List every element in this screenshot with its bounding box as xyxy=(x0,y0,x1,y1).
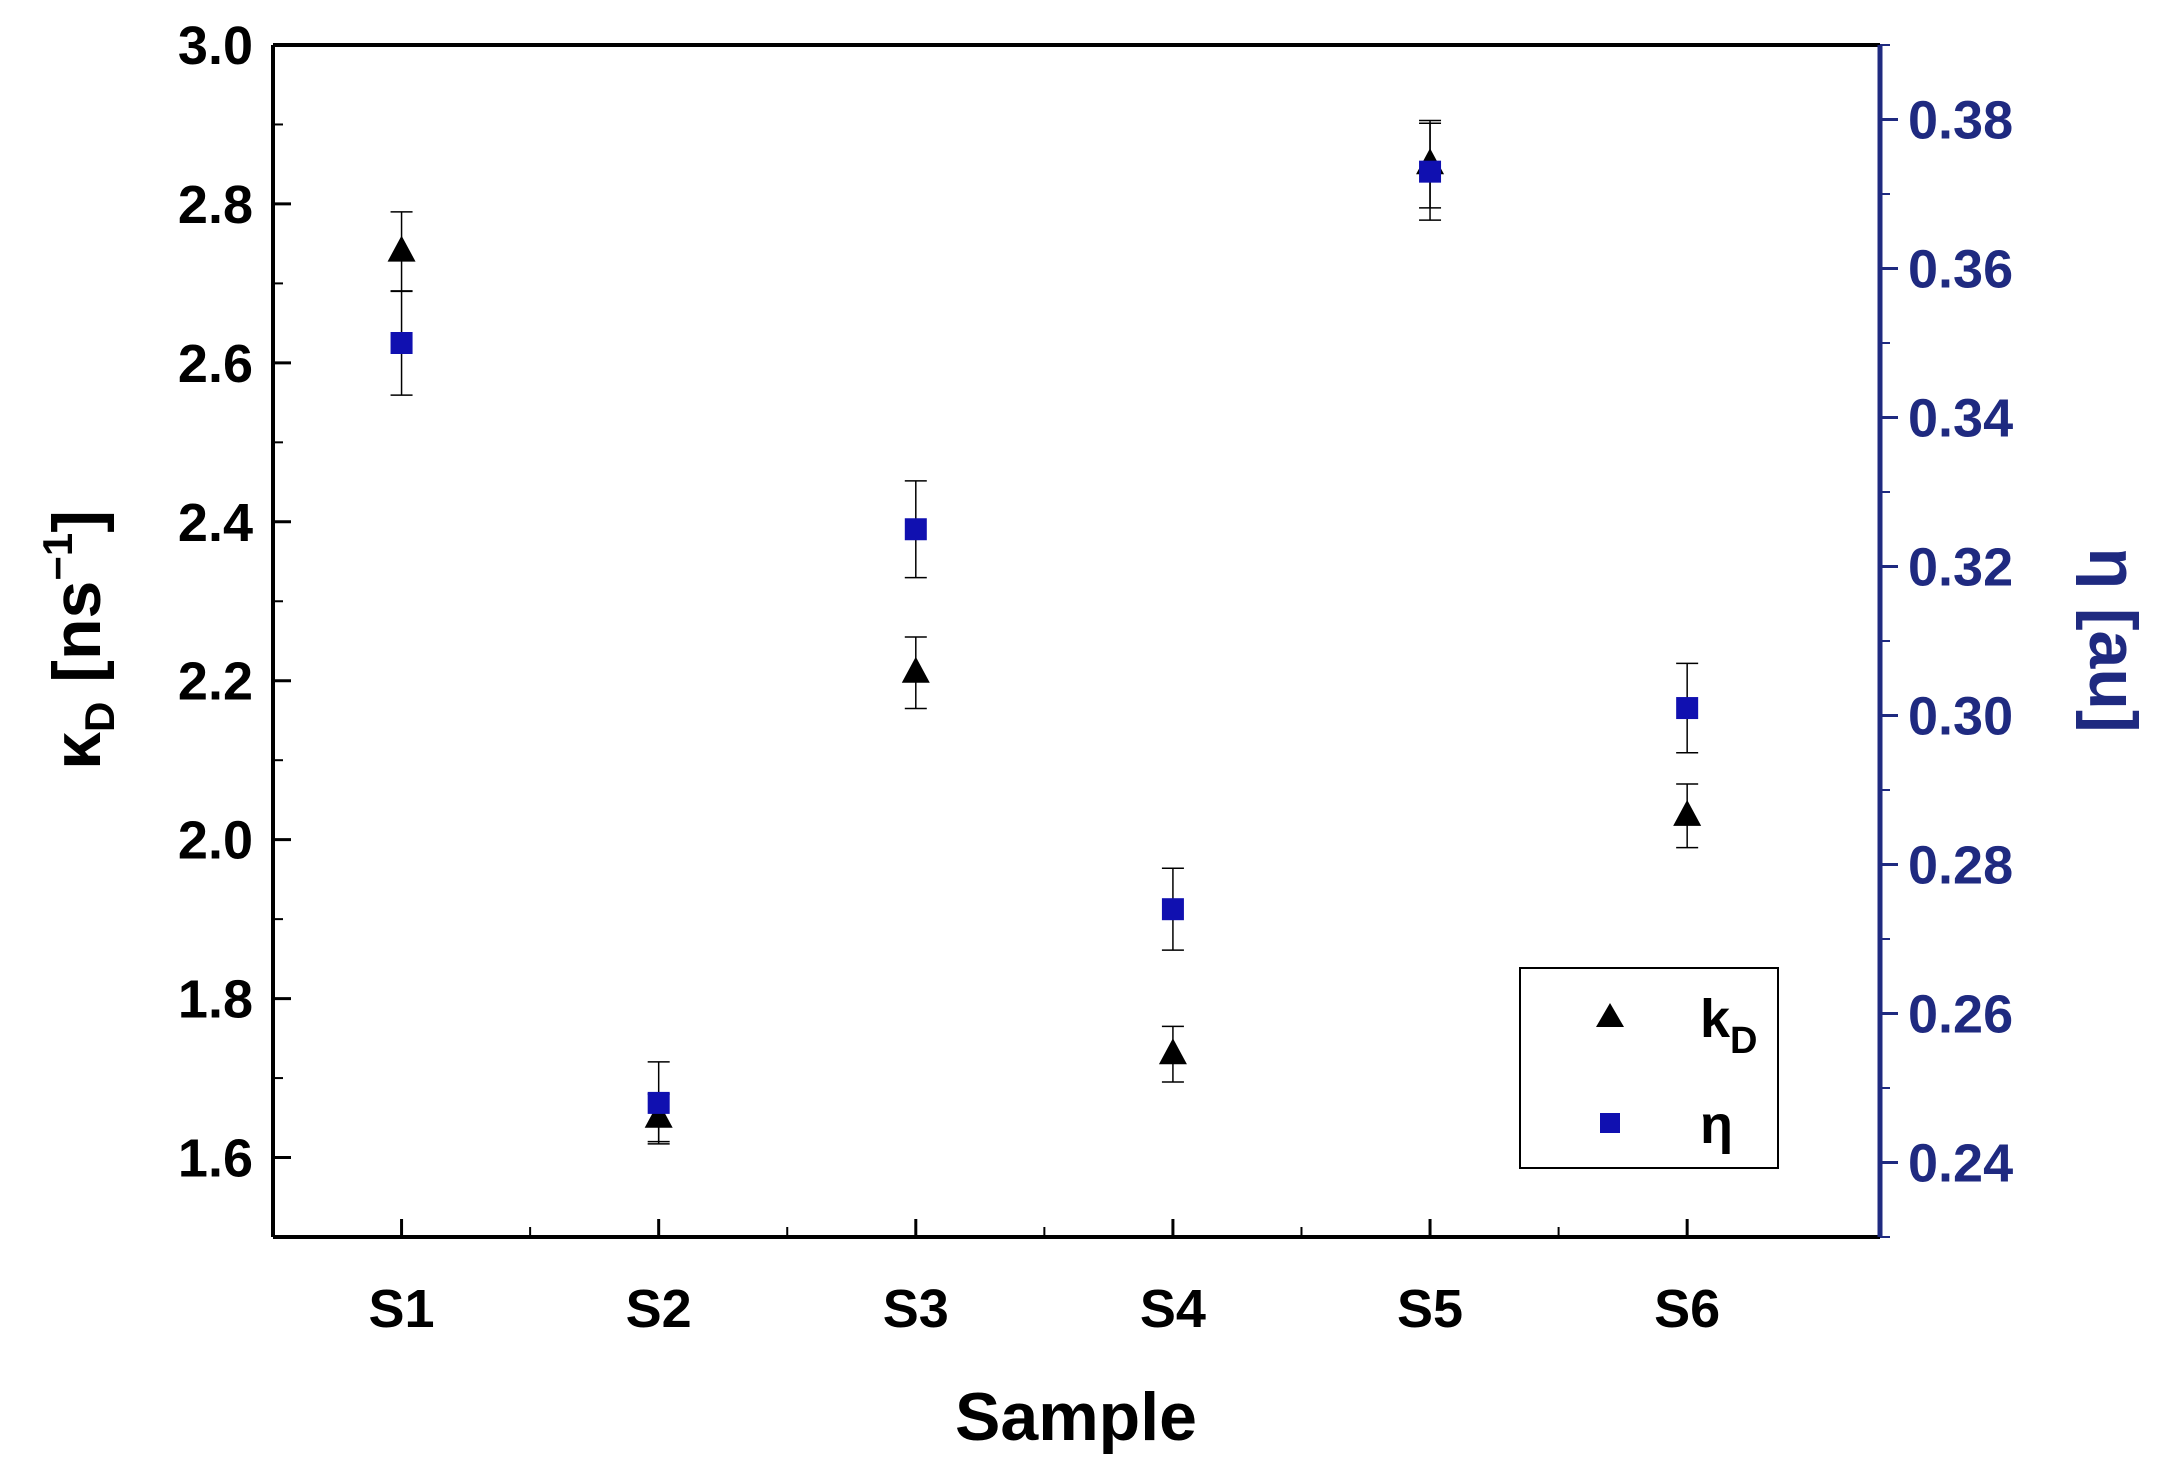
eta-point xyxy=(1419,160,1442,183)
x-tick-label: S5 xyxy=(1397,1279,1463,1339)
y-right-tick-label: 0.26 xyxy=(1908,985,2013,1045)
eta-point xyxy=(390,332,413,354)
x-tick-label: S2 xyxy=(626,1279,692,1339)
x-tick-label: S4 xyxy=(1140,1279,1206,1339)
legend-label-eta: η xyxy=(1700,1095,1733,1155)
x-tick-label: S3 xyxy=(883,1279,949,1339)
y-right-tick-label: 0.24 xyxy=(1908,1134,2013,1194)
y-right-tick-label: 0.36 xyxy=(1908,240,2013,300)
legend-marker-eta xyxy=(1600,1113,1620,1133)
y-left-subscript: D xyxy=(76,702,123,732)
y-left-tick-label: 2.8 xyxy=(178,175,253,235)
x-tick-label: S1 xyxy=(369,1279,435,1339)
kd-point xyxy=(1158,1038,1187,1065)
y-left-tick-label: 1.8 xyxy=(178,970,253,1030)
legend-label-kd-sub: D xyxy=(1730,1020,1757,1062)
legend-marker-kd xyxy=(1596,1003,1624,1027)
kd-point xyxy=(387,235,416,262)
legend-label-kd-main: k xyxy=(1700,989,1731,1049)
y-left-tick-label: 2.0 xyxy=(178,811,253,871)
x-axis-title: Sample xyxy=(955,1379,1197,1455)
y-right-tick-label: 0.38 xyxy=(1908,91,2013,151)
ticks-layer: 1.6 1.8 2.0 2.2 2.4 2.6 2.8 3.0 0.24 0.26 0.28 0.30… xyxy=(178,16,2013,1339)
y-left-tick-label: 2.2 xyxy=(178,652,253,712)
eta-point xyxy=(904,518,927,541)
legend: kD η xyxy=(1519,967,1779,1169)
y-left-unit-suffix: ] xyxy=(39,510,115,533)
y-left-superscript: −1 xyxy=(34,533,81,581)
legend-label-kd: kD xyxy=(1700,989,1758,1062)
y-right-tick-label: 0.28 xyxy=(1908,836,2013,896)
y-left-tick-label: 3.0 xyxy=(178,16,253,76)
y-left-symbol: κ xyxy=(39,732,115,770)
y-right-tick-label: 0.32 xyxy=(1908,538,2013,598)
series-layer xyxy=(387,119,1702,1145)
eta-point xyxy=(1676,697,1699,720)
legend-box xyxy=(1519,967,1779,1169)
y-axis-left-title: κD [ns−1] xyxy=(34,510,123,770)
kd-point xyxy=(901,656,930,683)
y-left-tick-label: 2.6 xyxy=(178,334,253,394)
y-left-tick-label: 2.4 xyxy=(178,493,253,553)
y-left-unit-prefix: [ns xyxy=(39,581,115,702)
eta-point xyxy=(647,1091,670,1114)
eta-point xyxy=(1161,898,1184,921)
kd-point xyxy=(1673,799,1702,826)
y-right-tick-label: 0.34 xyxy=(1908,389,2013,449)
y-right-tick-label: 0.30 xyxy=(1908,687,2013,747)
y-left-tick-label: 1.6 xyxy=(178,1129,253,1189)
y-axis-right-title: η [au] xyxy=(2075,547,2151,732)
x-tick-label: S6 xyxy=(1654,1279,1720,1339)
